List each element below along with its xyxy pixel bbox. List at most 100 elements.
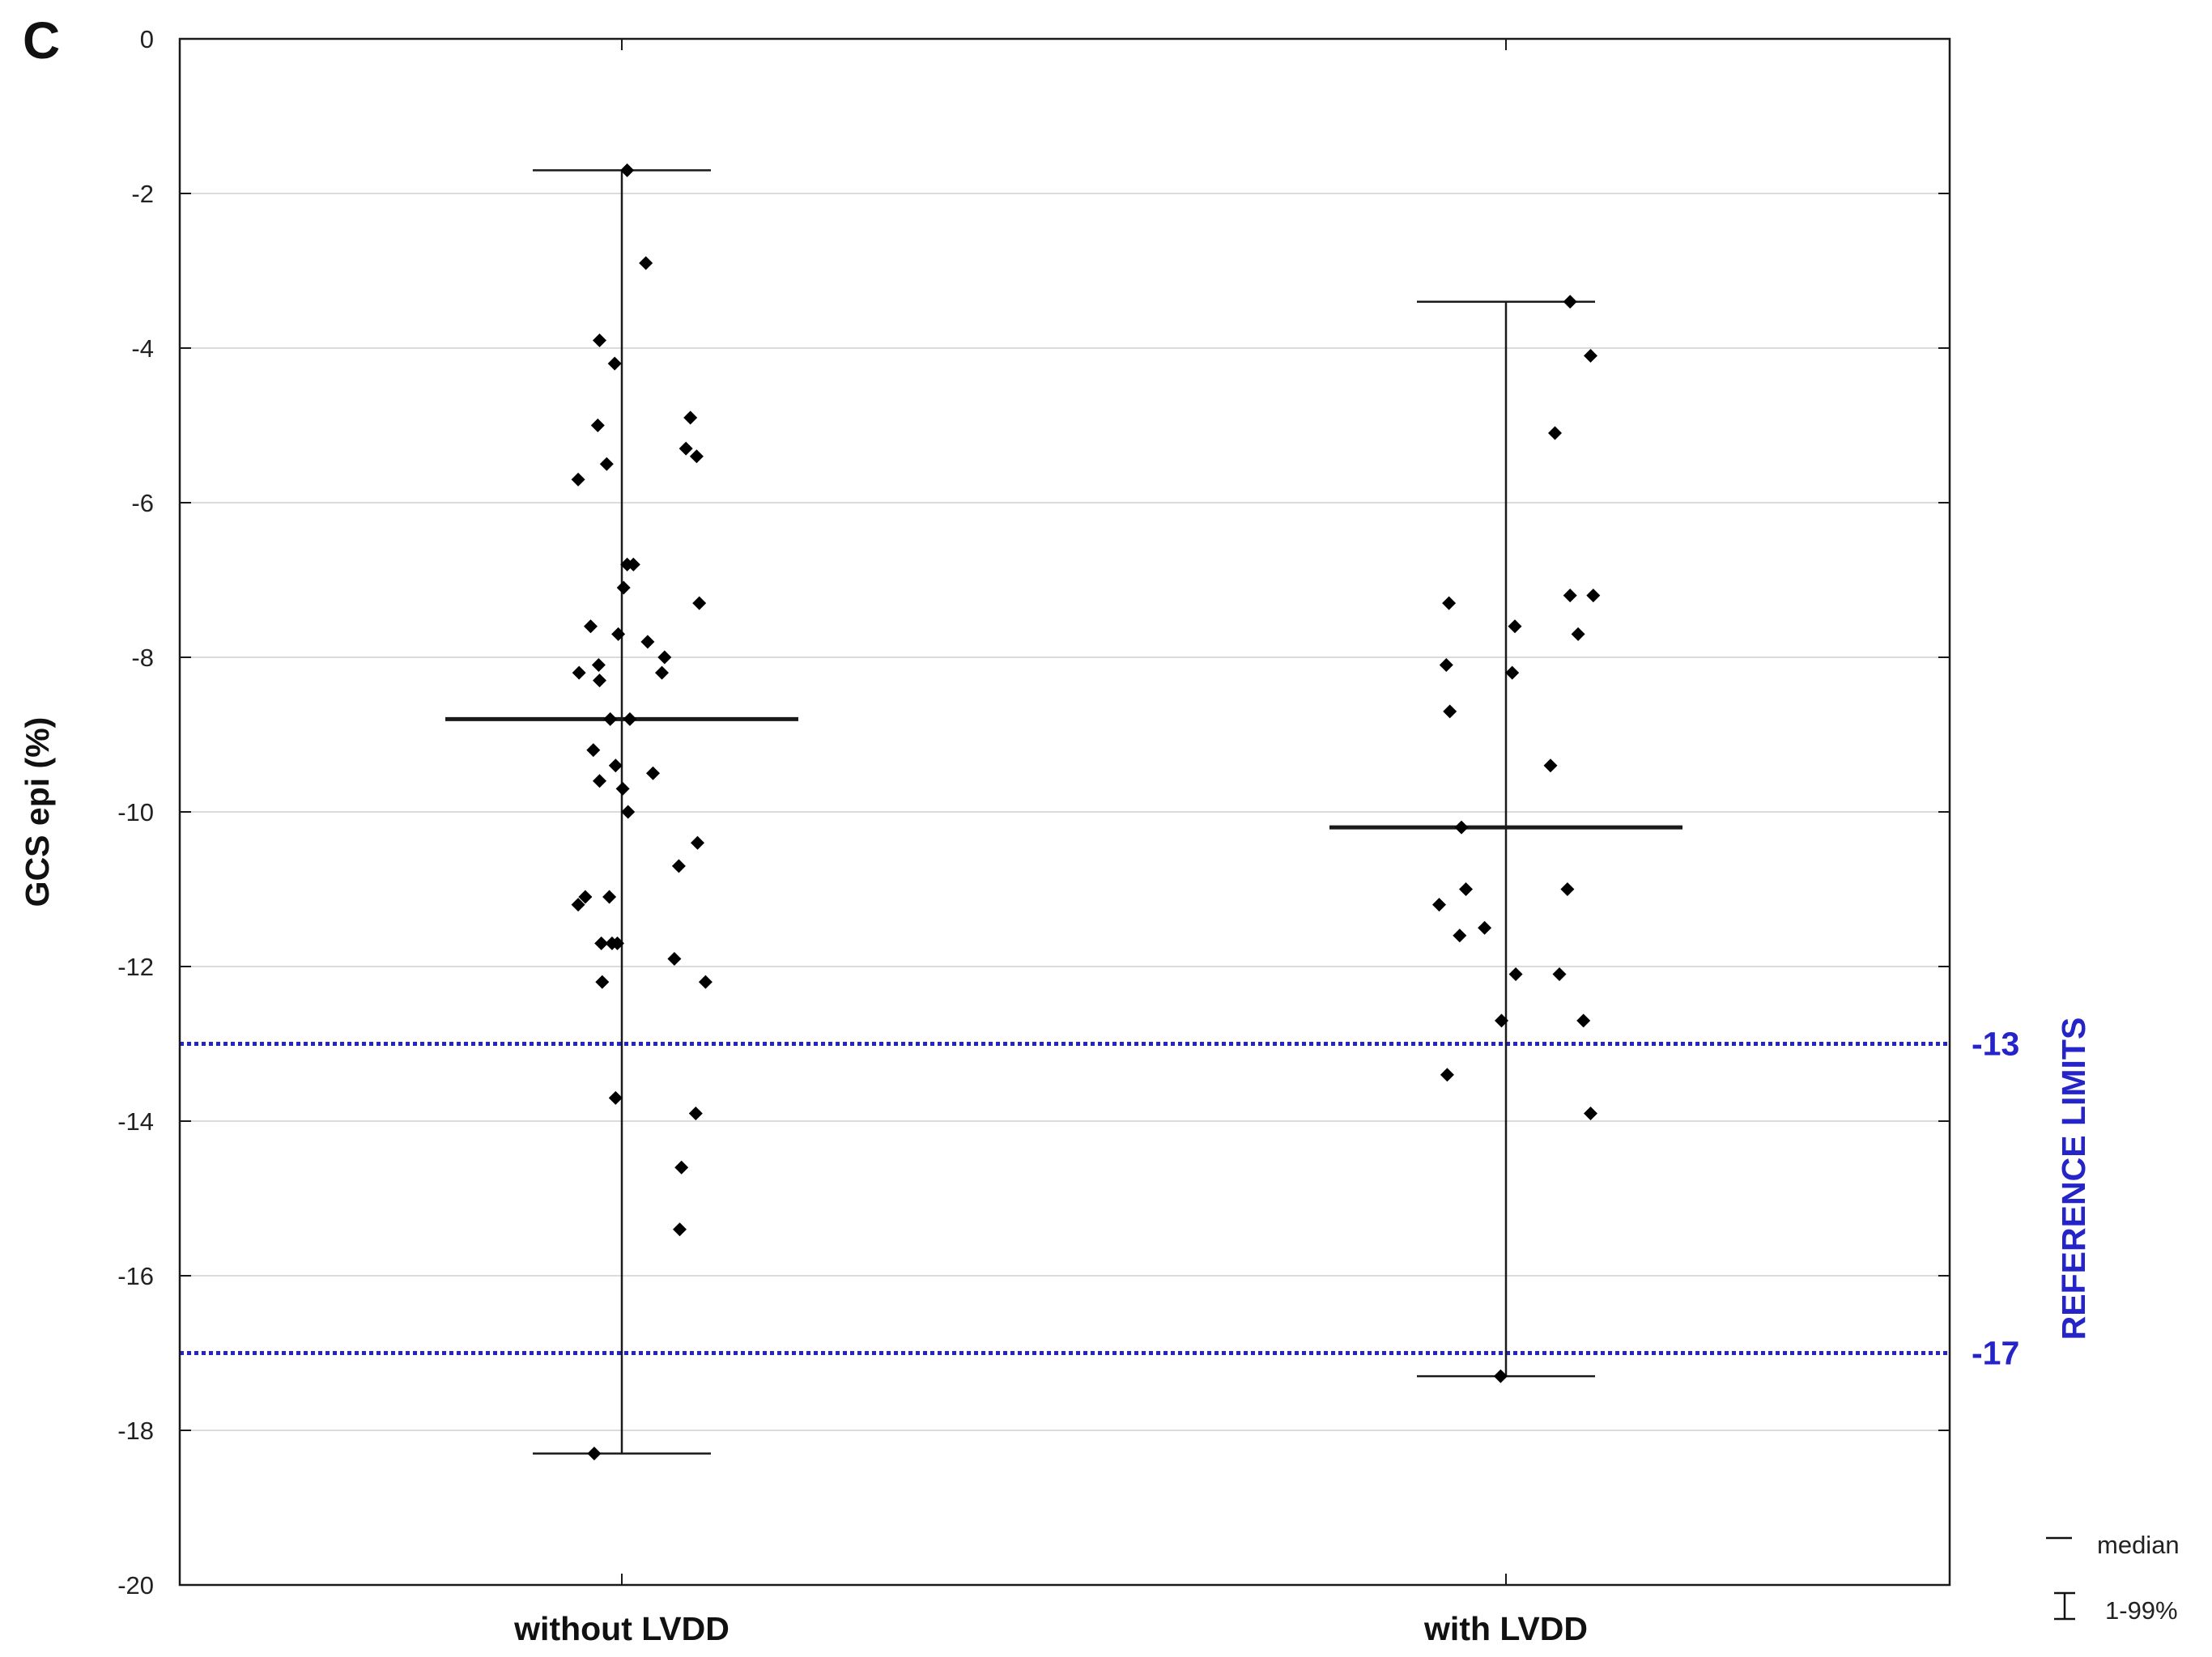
- data-point: [584, 619, 598, 634]
- y-tick-label: -10: [117, 798, 154, 826]
- panel-label: C: [23, 11, 60, 70]
- y-tick-label: -2: [131, 180, 154, 208]
- data-point: [595, 975, 610, 989]
- data-point: [1586, 588, 1601, 603]
- data-point: [615, 781, 630, 796]
- data-point: [1432, 898, 1446, 912]
- reference-value-label: -17: [1972, 1335, 2019, 1372]
- data-point: [590, 418, 605, 432]
- y-tick-label: -18: [117, 1417, 154, 1445]
- data-point: [646, 766, 660, 780]
- data-point: [1563, 295, 1577, 309]
- data-point: [599, 457, 614, 471]
- data-point: [1495, 1013, 1508, 1028]
- data-point: [611, 627, 626, 641]
- data-point: [626, 557, 640, 571]
- y-tick-label: -20: [117, 1571, 154, 1600]
- data-point: [591, 658, 606, 673]
- data-point: [692, 596, 707, 610]
- reference-limits-title: REFERENCE LIMITS: [2055, 1018, 2092, 1340]
- group-0: [445, 163, 798, 1461]
- gridlines: [180, 193, 1950, 1431]
- data-point: [593, 673, 606, 688]
- data-point: [586, 743, 601, 758]
- data-point: [1442, 596, 1457, 610]
- data-point: [1478, 920, 1492, 935]
- y-tick-label: -12: [117, 953, 154, 981]
- data-point: [1560, 882, 1575, 896]
- data-point: [683, 410, 698, 425]
- data-groups: [445, 163, 1682, 1461]
- legend-median-label: median: [2097, 1531, 2180, 1559]
- data-point: [655, 665, 669, 680]
- data-point: [571, 898, 585, 912]
- data-point: [1454, 820, 1469, 835]
- data-point: [578, 890, 593, 904]
- data-point: [572, 665, 586, 680]
- data-point: [1584, 1106, 1597, 1120]
- data-point: [1576, 1013, 1591, 1028]
- data-point: [623, 712, 637, 726]
- data-point: [678, 441, 693, 456]
- data-point: [1571, 627, 1585, 641]
- y-axis: 0 -2 -4 -6 -8 -10 -12 -14 -16 -18 -20: [117, 25, 1950, 1600]
- y-tick-label: -8: [131, 644, 154, 672]
- data-point: [674, 1160, 689, 1175]
- data-point: [671, 859, 686, 873]
- x-tick-label: without LVDD: [513, 1610, 730, 1647]
- data-point: [616, 580, 631, 595]
- y-tick-label: -6: [131, 489, 154, 517]
- reference-value-label: -13: [1972, 1026, 2019, 1063]
- data-point: [1440, 1068, 1454, 1082]
- data-point: [691, 835, 704, 850]
- data-point: [593, 774, 606, 788]
- data-point: [593, 333, 606, 347]
- data-point: [1543, 758, 1558, 773]
- data-point: [1563, 588, 1577, 603]
- reference-lines: [180, 1042, 1950, 1355]
- data-point: [1508, 967, 1523, 982]
- data-point: [1439, 658, 1453, 673]
- data-point: [640, 635, 655, 649]
- data-point: [689, 449, 704, 464]
- data-point: [607, 356, 622, 371]
- data-point: [608, 758, 623, 773]
- data-point: [1584, 349, 1597, 363]
- y-tick-label: -4: [131, 334, 154, 363]
- data-point: [1505, 665, 1520, 680]
- y-tick-label: 0: [140, 25, 154, 53]
- data-point: [639, 256, 653, 270]
- legend-range-symbol: [2054, 1591, 2075, 1621]
- data-point: [610, 936, 624, 950]
- data-point: [1548, 426, 1562, 440]
- data-point: [1453, 928, 1467, 943]
- legend: median 1-99%: [2046, 1531, 2180, 1625]
- data-point: [688, 1106, 703, 1120]
- data-point: [608, 1090, 623, 1105]
- data-point: [621, 805, 636, 819]
- data-point: [667, 951, 682, 966]
- group-1: [1329, 295, 1682, 1383]
- data-point: [587, 1447, 602, 1461]
- data-point: [657, 650, 672, 665]
- x-axis: without LVDD with LVDD: [513, 39, 1588, 1647]
- y-tick-label: -14: [117, 1107, 154, 1136]
- data-point: [571, 472, 585, 486]
- reference-labels: -13 -17: [1972, 1026, 2019, 1372]
- y-axis-label: GCS epi (%): [19, 717, 56, 907]
- data-point: [673, 1222, 687, 1237]
- data-point: [698, 975, 713, 989]
- data-point: [1459, 882, 1473, 896]
- legend-range-label: 1-99%: [2105, 1596, 2178, 1625]
- data-point: [602, 890, 617, 904]
- x-tick-label: with LVDD: [1423, 1610, 1588, 1647]
- data-point: [1552, 967, 1567, 982]
- data-point: [1443, 704, 1457, 719]
- data-point: [603, 712, 618, 726]
- data-point: [1493, 1369, 1508, 1383]
- data-point: [620, 163, 635, 177]
- data-point: [594, 936, 609, 950]
- data-point: [1508, 619, 1522, 634]
- y-tick-label: -16: [117, 1262, 154, 1290]
